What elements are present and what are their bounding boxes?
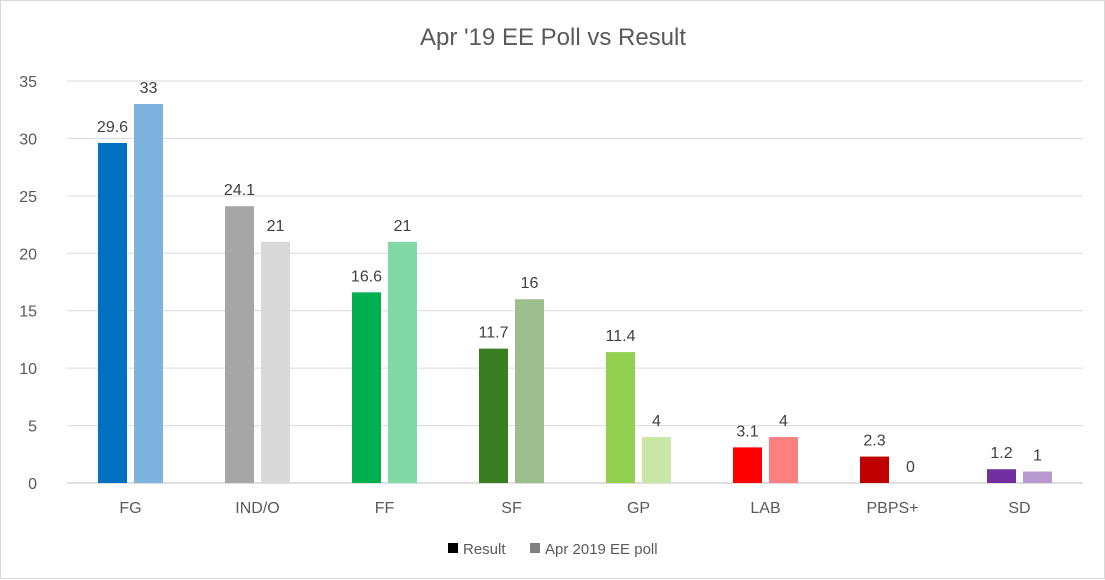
x-tick-label: FF bbox=[375, 500, 395, 517]
bar-lab-result bbox=[733, 447, 762, 483]
data-label: 1 bbox=[1033, 448, 1042, 465]
data-label: 24.1 bbox=[224, 182, 255, 199]
data-labels: 29.6 33 24.1 21 16.6 21 11.7 16 11.4 4 3.1 4 2.3 0 1.2… bbox=[97, 80, 1042, 476]
bar-pbps-result bbox=[860, 456, 889, 483]
y-tick-label: 35 bbox=[19, 74, 37, 91]
data-label: 3.1 bbox=[736, 423, 758, 440]
y-tick-label: 0 bbox=[28, 476, 37, 493]
data-label: 21 bbox=[394, 218, 412, 235]
x-tick-label: SF bbox=[501, 500, 522, 517]
y-tick-label: 5 bbox=[28, 419, 37, 436]
bars bbox=[98, 103, 1052, 484]
bar-indo-result bbox=[225, 206, 254, 484]
chart-title: Apr '19 EE Poll vs Result bbox=[420, 24, 686, 51]
bar-indo-poll bbox=[261, 241, 290, 483]
legend: Result Apr 2019 EE poll bbox=[448, 541, 658, 558]
bar-sf-poll bbox=[515, 299, 544, 483]
legend-swatch-poll bbox=[530, 543, 540, 553]
bar-sf-result bbox=[479, 348, 508, 483]
x-tick-label: IND/O bbox=[235, 500, 279, 517]
bar-gp-poll bbox=[642, 437, 671, 483]
y-tick-label: 10 bbox=[19, 361, 37, 378]
data-label: 4 bbox=[652, 413, 661, 430]
x-tick-label: PBPS+ bbox=[866, 500, 918, 517]
x-tick-label: SD bbox=[1008, 500, 1030, 517]
x-axis-ticks: FG IND/O FF SF GP LAB PBPS+ SD bbox=[119, 500, 1030, 517]
data-label: 0 bbox=[906, 459, 915, 476]
bar-ff-poll bbox=[388, 241, 417, 483]
data-label: 16.6 bbox=[351, 268, 382, 285]
legend-label-result: Result bbox=[463, 541, 506, 558]
data-label: 21 bbox=[267, 218, 285, 235]
bar-ff-result bbox=[352, 292, 381, 483]
data-label: 29.6 bbox=[97, 119, 128, 136]
bar-fg-result bbox=[98, 143, 127, 483]
data-label: 16 bbox=[521, 275, 539, 292]
data-label: 11.7 bbox=[479, 325, 509, 342]
gridlines bbox=[67, 80, 1083, 484]
legend-label-poll: Apr 2019 EE poll bbox=[545, 541, 658, 558]
x-tick-label: LAB bbox=[750, 500, 780, 517]
y-axis-ticks: 0 5 10 15 20 25 30 35 bbox=[19, 74, 37, 493]
bar-fg-poll bbox=[134, 103, 163, 483]
bar-gp-result bbox=[606, 352, 635, 483]
x-tick-label: GP bbox=[627, 500, 650, 517]
data-label: 1.2 bbox=[990, 445, 1012, 462]
y-tick-label: 15 bbox=[19, 304, 37, 321]
bar-lab-poll bbox=[769, 437, 798, 483]
data-label: 33 bbox=[140, 80, 158, 97]
y-tick-label: 25 bbox=[19, 189, 37, 206]
bar-sd-result bbox=[987, 469, 1016, 483]
data-label: 4 bbox=[779, 413, 788, 430]
data-label: 2.3 bbox=[863, 433, 885, 450]
legend-swatch-result bbox=[448, 543, 458, 553]
x-tick-label: FG bbox=[119, 500, 141, 517]
bar-sd-poll bbox=[1023, 471, 1052, 483]
y-tick-label: 30 bbox=[19, 131, 37, 148]
y-tick-label: 20 bbox=[19, 246, 37, 263]
data-label: 11.4 bbox=[606, 328, 636, 345]
